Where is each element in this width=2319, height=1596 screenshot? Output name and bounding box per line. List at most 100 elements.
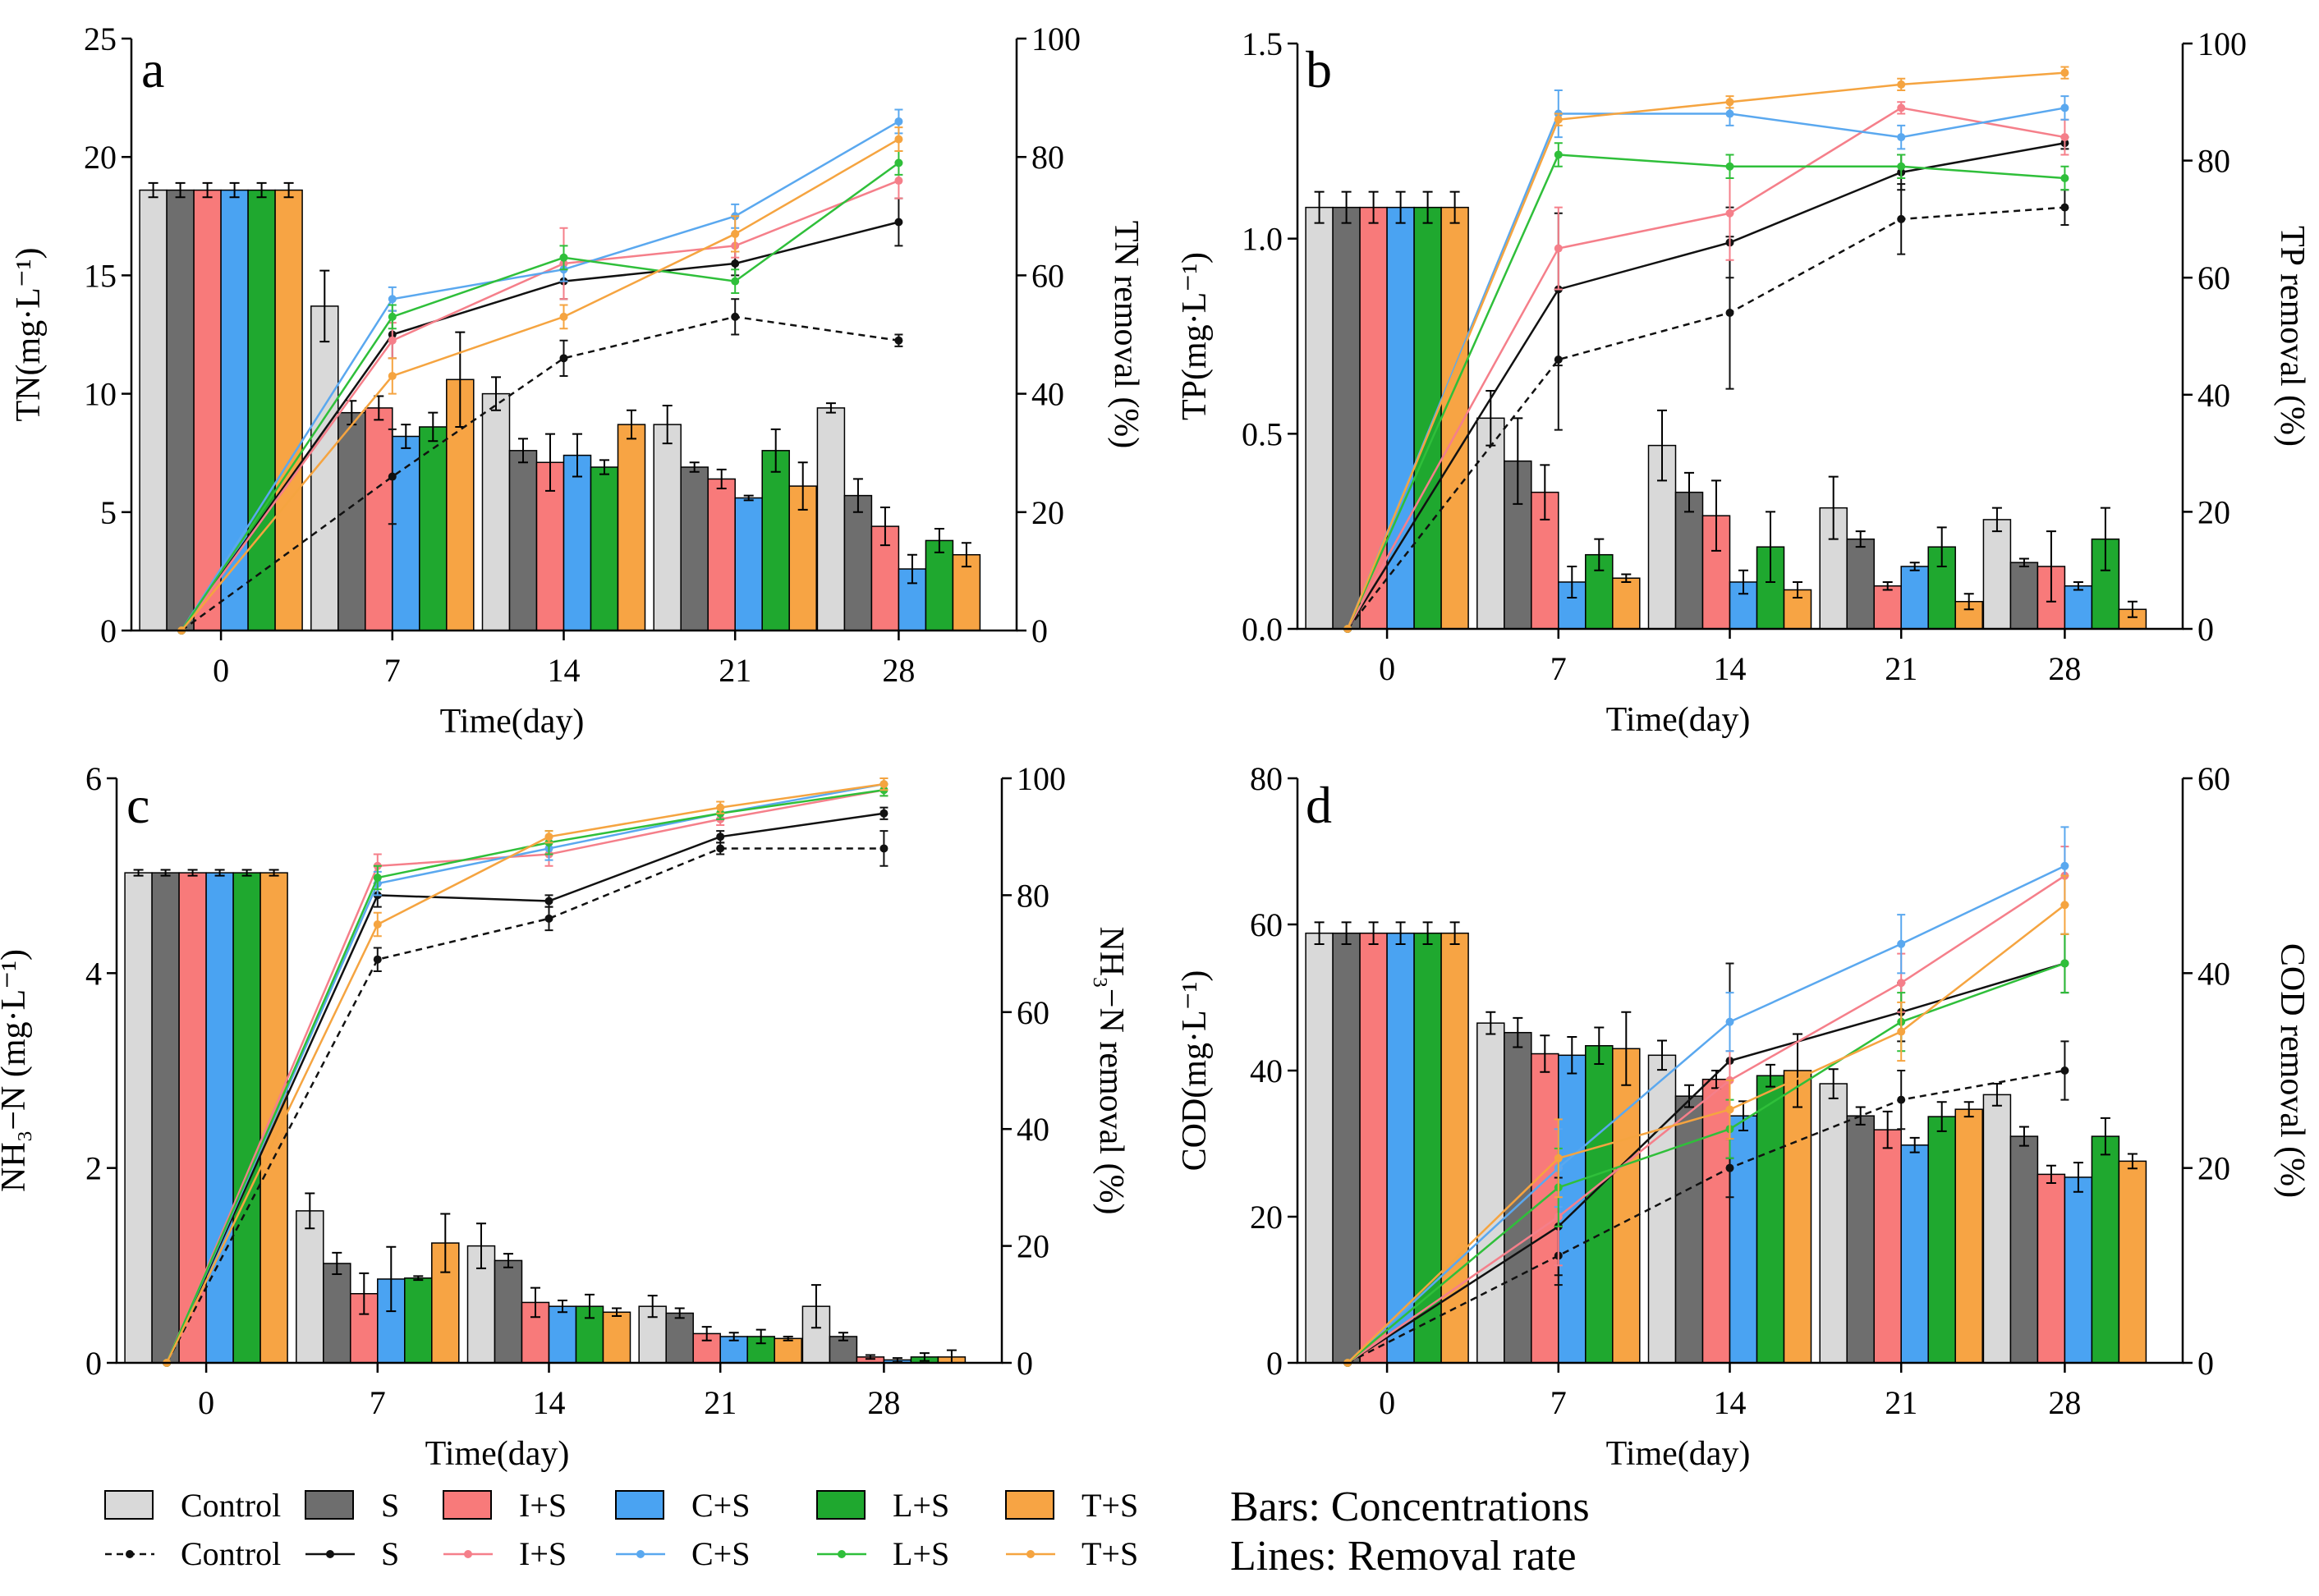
x-tick-label-d: 14 (1713, 1384, 1746, 1421)
bar-error-d-S-28 (2018, 1126, 2029, 1147)
y-tick-label-c: 0 (85, 1345, 102, 1382)
bar-b-Control-7 (1476, 417, 1505, 630)
bar-error-b-T+S-7 (1621, 573, 1632, 583)
x-tick-label-b: 21 (1885, 650, 1917, 687)
bar-d-I+S-21 (1873, 1129, 1902, 1364)
legend-line-marker-C+S (636, 1550, 645, 1558)
bar-error-d-Control-21 (1828, 1068, 1839, 1099)
bar-d-T+S-14 (1783, 1070, 1812, 1364)
line-point-b-L+S-14 (1725, 162, 1734, 171)
bar-error-c-L+S-0 (241, 869, 252, 877)
bar-error-a-L+S-28 (934, 527, 944, 553)
bar-error-d-T+S-21 (1963, 1101, 1974, 1118)
bar-d-T+S-28 (2118, 1160, 2147, 1364)
bar-d-Control-14 (1647, 1054, 1677, 1364)
x-tick-label-d: 7 (1550, 1384, 1567, 1421)
bar-error-a-T+S-21 (797, 461, 808, 511)
bar-d-S-0 (1332, 932, 1361, 1364)
x-tick-label-c: 7 (370, 1384, 386, 1421)
bar-d-I+S-0 (1359, 932, 1388, 1364)
line-point-b-I+S-21 (1897, 103, 1906, 112)
bar-error-c-S-7 (332, 1251, 342, 1276)
bar-error-b-Control-0 (1314, 190, 1325, 224)
bar-d-I+S-28 (2037, 1173, 2066, 1364)
y-tick-label-b: 0.0 (1242, 611, 1283, 648)
y-axis-title-a: TN(mg·L⁻¹) (10, 247, 48, 421)
legend: Control S I+S C+S L+S T+S Control S I+S C+S L+S T+S… (104, 1484, 1590, 1580)
bar-error-b-C+S-21 (1909, 562, 1920, 571)
y-tick-label-b: 1.0 (1242, 221, 1283, 258)
x-tick-label-a: 21 (719, 652, 751, 689)
x-tick-label-a: 0 (213, 652, 229, 689)
legend-bar-label-C+S: C+S (691, 1487, 750, 1524)
bar-a-L+S-0 (247, 189, 276, 631)
x-tick-label-c: 14 (532, 1384, 565, 1421)
bar-b-C+S-21 (1900, 566, 1929, 630)
bar-d-C+S-14 (1729, 1115, 1758, 1364)
bar-error-d-Control-14 (1657, 1039, 1667, 1071)
y2-tick-label-c: 20 (1017, 1228, 1049, 1265)
bar-a-I+S-21 (707, 478, 736, 631)
bar-error-d-T+S-28 (2127, 1153, 2138, 1170)
line-point-a-T+S-7 (388, 371, 397, 380)
legend-bar-label-T+S: T+S (1081, 1487, 1138, 1524)
bar-error-b-T+S-0 (1449, 190, 1460, 224)
line-point-c-Control-14 (544, 914, 553, 923)
line-point-d-T+S-14 (1725, 1105, 1734, 1114)
bar-error-a-I+S-0 (202, 181, 213, 199)
bar-error-b-I+S-14 (1711, 479, 1721, 552)
y2-tick-label-a: 40 (1031, 376, 1064, 413)
x-tick-label-a: 14 (547, 652, 580, 689)
bar-a-Control-0 (139, 189, 168, 631)
legend-line-label-C+S: C+S (691, 1535, 750, 1572)
bar-c-S-21 (665, 1312, 694, 1364)
bar-a-L+S-21 (761, 450, 790, 631)
bar-error-d-C+S-28 (2073, 1162, 2083, 1193)
bar-b-S-14 (1674, 491, 1704, 630)
line-point-b-I+S-28 (2060, 133, 2069, 142)
bar-b-S-21 (1846, 538, 1875, 630)
legend-line-marker-S (326, 1550, 334, 1558)
line-point-c-S-14 (544, 897, 553, 906)
bar-b-Control-0 (1305, 206, 1334, 630)
x-tick-label-d: 28 (2048, 1384, 2081, 1421)
y2-tick-label-b: 100 (2197, 25, 2247, 62)
x-tick-label-a: 28 (882, 652, 915, 689)
bar-c-S-14 (494, 1259, 523, 1364)
y2-axis-title-d: COD removal (%) (2273, 943, 2311, 1198)
y-tick-label-d: 40 (1250, 1053, 1283, 1089)
line-a-Control (181, 315, 899, 632)
line-point-b-Control-21 (1897, 214, 1906, 223)
bar-c-C+S-14 (548, 1305, 577, 1364)
bar-error-d-T+S-14 (1793, 1033, 1802, 1108)
y-tick-label-a: 5 (100, 494, 117, 531)
line-point-c-T+S-21 (716, 803, 725, 812)
bar-a-C+S-21 (734, 497, 763, 631)
bar-a-T+S-14 (617, 424, 646, 631)
bar-c-C+S-0 (205, 872, 234, 1364)
bar-error-d-I+S-0 (1368, 921, 1379, 946)
bar-d-S-28 (2009, 1135, 2039, 1364)
y-tick-label-c: 2 (85, 1150, 102, 1187)
bar-error-d-I+S-21 (1882, 1110, 1893, 1149)
line-point-b-C+S-14 (1725, 109, 1734, 118)
line-point-b-Control-28 (2060, 203, 2069, 212)
line-point-d-Control-28 (2060, 1066, 2069, 1075)
line-c-Control (165, 847, 884, 1364)
bar-error-c-I+S-7 (359, 1272, 370, 1315)
bar-a-Control-28 (816, 407, 846, 631)
axes-frame-b (1296, 44, 2184, 631)
legend-bar-swatch-L+S (816, 1490, 866, 1520)
bar-error-b-S-0 (1341, 190, 1352, 224)
line-point-b-L+S-21 (1897, 162, 1906, 171)
bar-error-b-I+S-28 (2046, 530, 2056, 603)
bar-error-b-S-7 (1513, 417, 1523, 505)
bar-error-d-S-14 (1684, 1084, 1694, 1108)
line-point-a-Control-14 (559, 354, 568, 363)
bar-error-c-S-21 (674, 1307, 685, 1319)
bar-a-S-28 (843, 494, 873, 631)
y2-tick-label-d: 20 (2197, 1150, 2230, 1187)
y-tick-label-c: 4 (85, 955, 102, 992)
y2-tick-label-a: 20 (1031, 494, 1064, 531)
legend-bar-label-Control: Control (181, 1487, 281, 1524)
